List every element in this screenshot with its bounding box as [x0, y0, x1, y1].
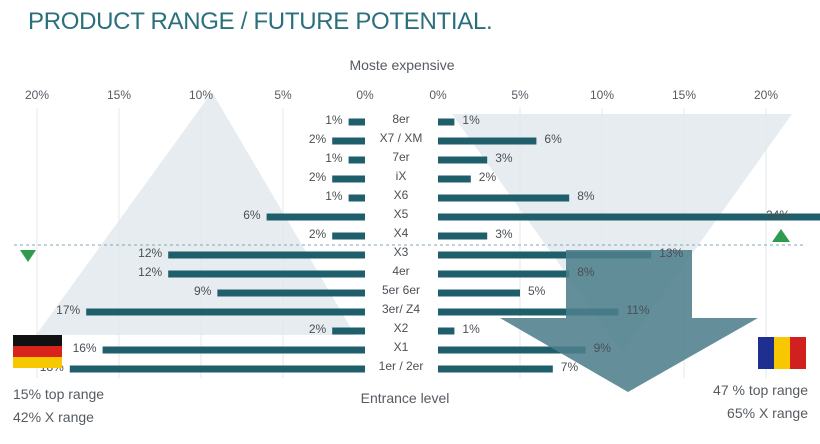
data-label-romania: 5% [528, 284, 546, 298]
bar-germany [168, 270, 365, 278]
bar-romania [438, 365, 553, 373]
data-label-germany: 1% [325, 189, 343, 203]
data-label-germany: 2% [309, 227, 327, 241]
bar-germany [86, 308, 365, 316]
romania-flag-icon [758, 337, 806, 369]
bar-romania [438, 232, 488, 240]
category-label: 1er / 2er [379, 359, 424, 373]
bar-romania [438, 327, 455, 335]
bar-germany [348, 118, 365, 126]
data-label-romania: 11% [626, 303, 649, 317]
page-title: PRODUCT RANGE / FUTURE POTENTIAL. [28, 8, 493, 35]
data-label-germany: 17% [56, 303, 80, 317]
down-arrow-overlay [500, 250, 758, 392]
data-label-germany: 2% [309, 132, 327, 146]
data-label-romania: 2% [479, 170, 497, 184]
category-label: 3er/ Z4 [382, 302, 420, 316]
bar-romania [438, 308, 619, 316]
bar-germany [168, 251, 365, 259]
data-label-germany: 2% [309, 170, 327, 184]
category-label: 4er [392, 264, 409, 278]
data-label-germany: 6% [243, 208, 261, 222]
bar-germany [332, 232, 365, 240]
data-labels: 8er 1% 1% X7 / XM 2% 6% 7er 1% 3% iX 2% 2% X6 1% 8% X5 6… [40, 112, 791, 374]
bar-romania [438, 251, 652, 259]
bar-germany [348, 156, 365, 164]
right-tick-label: 20% [754, 88, 778, 102]
bar-romania [438, 270, 570, 278]
data-label-germany: 12% [138, 265, 162, 279]
bar-germany [332, 137, 365, 145]
data-label-romania: 9% [594, 341, 612, 355]
romania-top-range: 47 % top range [713, 382, 808, 398]
left-tick-label: 5% [274, 88, 292, 102]
right-tick-label: 5% [511, 88, 529, 102]
bar-romania [438, 194, 570, 202]
data-label-romania: 6% [544, 132, 562, 146]
top-axis-label: Moste expensive [349, 57, 454, 73]
data-label-germany: 16% [73, 341, 97, 355]
data-label-romania: 24% [766, 208, 790, 222]
right-tick-label: 10% [590, 88, 614, 102]
data-label-romania: 3% [495, 151, 513, 165]
data-label-romania: 1% [462, 322, 480, 336]
bar-romania [438, 213, 820, 221]
data-label-germany: 1% [325, 113, 343, 127]
category-label: X3 [394, 245, 409, 259]
left-down-marker-icon [20, 250, 36, 262]
data-label-romania: 13% [659, 246, 683, 260]
category-label: iX [396, 169, 407, 183]
data-label-germany: 1% [325, 151, 343, 165]
bar-germany [217, 289, 365, 297]
data-label-romania: 1% [462, 113, 480, 127]
axis-ticks: 25%20%15%10%5%0%0%5%10%15%20%25% [25, 88, 778, 102]
right-background-triangle [452, 114, 792, 352]
category-label: X6 [394, 188, 409, 202]
bar-germany [69, 365, 366, 373]
germany-flag-icon [13, 335, 62, 368]
bar-romania [438, 175, 471, 183]
left-tick-label: 20% [25, 88, 49, 102]
left-tick-label: 15% [107, 88, 131, 102]
left-tick-label: 0% [356, 88, 374, 102]
category-label: X1 [394, 340, 409, 354]
bar-romania [438, 156, 488, 164]
bar-romania [438, 118, 455, 126]
right-tick-label: 0% [429, 88, 447, 102]
data-label-romania: 8% [577, 265, 595, 279]
bar-germany [332, 175, 365, 183]
bar-romania [438, 137, 537, 145]
right-up-marker-icon [772, 229, 790, 242]
category-label: X4 [394, 226, 409, 240]
bar-germany [266, 213, 365, 221]
bar-germany [332, 327, 365, 335]
category-label: 7er [392, 150, 409, 164]
bar-romania [438, 346, 586, 354]
left-tick-label: 10% [189, 88, 213, 102]
germany-top-range: 15% top range [13, 386, 104, 402]
data-label-germany: 2% [309, 322, 327, 336]
bars [69, 118, 820, 373]
bar-romania [438, 289, 520, 297]
category-label: X2 [394, 321, 409, 335]
data-label-romania: 8% [577, 189, 595, 203]
data-label-romania: 7% [561, 360, 579, 374]
bottom-axis-label: Entrance level [361, 390, 450, 406]
germany-x-range: 42% X range [13, 409, 94, 425]
data-label-germany: 9% [194, 284, 212, 298]
category-label: 8er [392, 112, 409, 126]
right-tick-label: 15% [672, 88, 696, 102]
gridlines [36, 108, 767, 378]
category-label: X7 / XM [380, 131, 423, 145]
category-label: 5er 6er [382, 283, 420, 297]
data-label-germany: 12% [138, 246, 162, 260]
bar-germany [348, 194, 365, 202]
category-label: X5 [394, 207, 409, 221]
romania-x-range: 65% X range [727, 405, 808, 421]
data-label-romania: 3% [495, 227, 513, 241]
bar-germany [102, 346, 365, 354]
